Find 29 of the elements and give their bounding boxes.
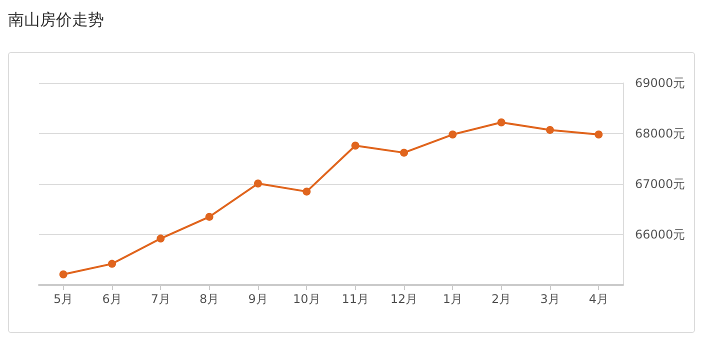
point xyxy=(497,118,506,126)
point xyxy=(448,130,457,139)
x-tick-label: 4月 xyxy=(588,292,608,306)
y-tick-label: 67000元 xyxy=(635,177,686,191)
y-tick-label: 68000元 xyxy=(635,126,686,140)
point xyxy=(254,179,262,188)
point xyxy=(108,260,116,268)
point xyxy=(205,212,214,221)
point xyxy=(400,148,408,157)
point xyxy=(302,188,311,196)
y-tick-label: 66000元 xyxy=(635,228,686,242)
y-tick-label: 69000元 xyxy=(635,76,686,90)
x-tick-label: 6月 xyxy=(102,292,122,306)
x-tick-label: 8月 xyxy=(200,292,220,306)
point xyxy=(156,234,165,243)
chart-title: 南山房价走势 xyxy=(8,10,104,31)
x-tick-label: 10月 xyxy=(293,292,320,306)
x-tick-label: 11月 xyxy=(342,292,369,306)
point xyxy=(546,126,554,134)
x-tick-label: 12月 xyxy=(390,292,418,306)
x-tick-label: 2月 xyxy=(492,292,512,306)
x-tick-label: 9月 xyxy=(248,292,268,306)
point xyxy=(59,270,68,278)
point xyxy=(594,130,603,139)
x-tick-label: 7月 xyxy=(150,292,170,306)
point xyxy=(351,142,360,150)
x-tick-label: 5月 xyxy=(54,292,74,306)
x-tick-label: 1月 xyxy=(442,292,462,306)
x-tick-label: 3月 xyxy=(540,292,560,306)
